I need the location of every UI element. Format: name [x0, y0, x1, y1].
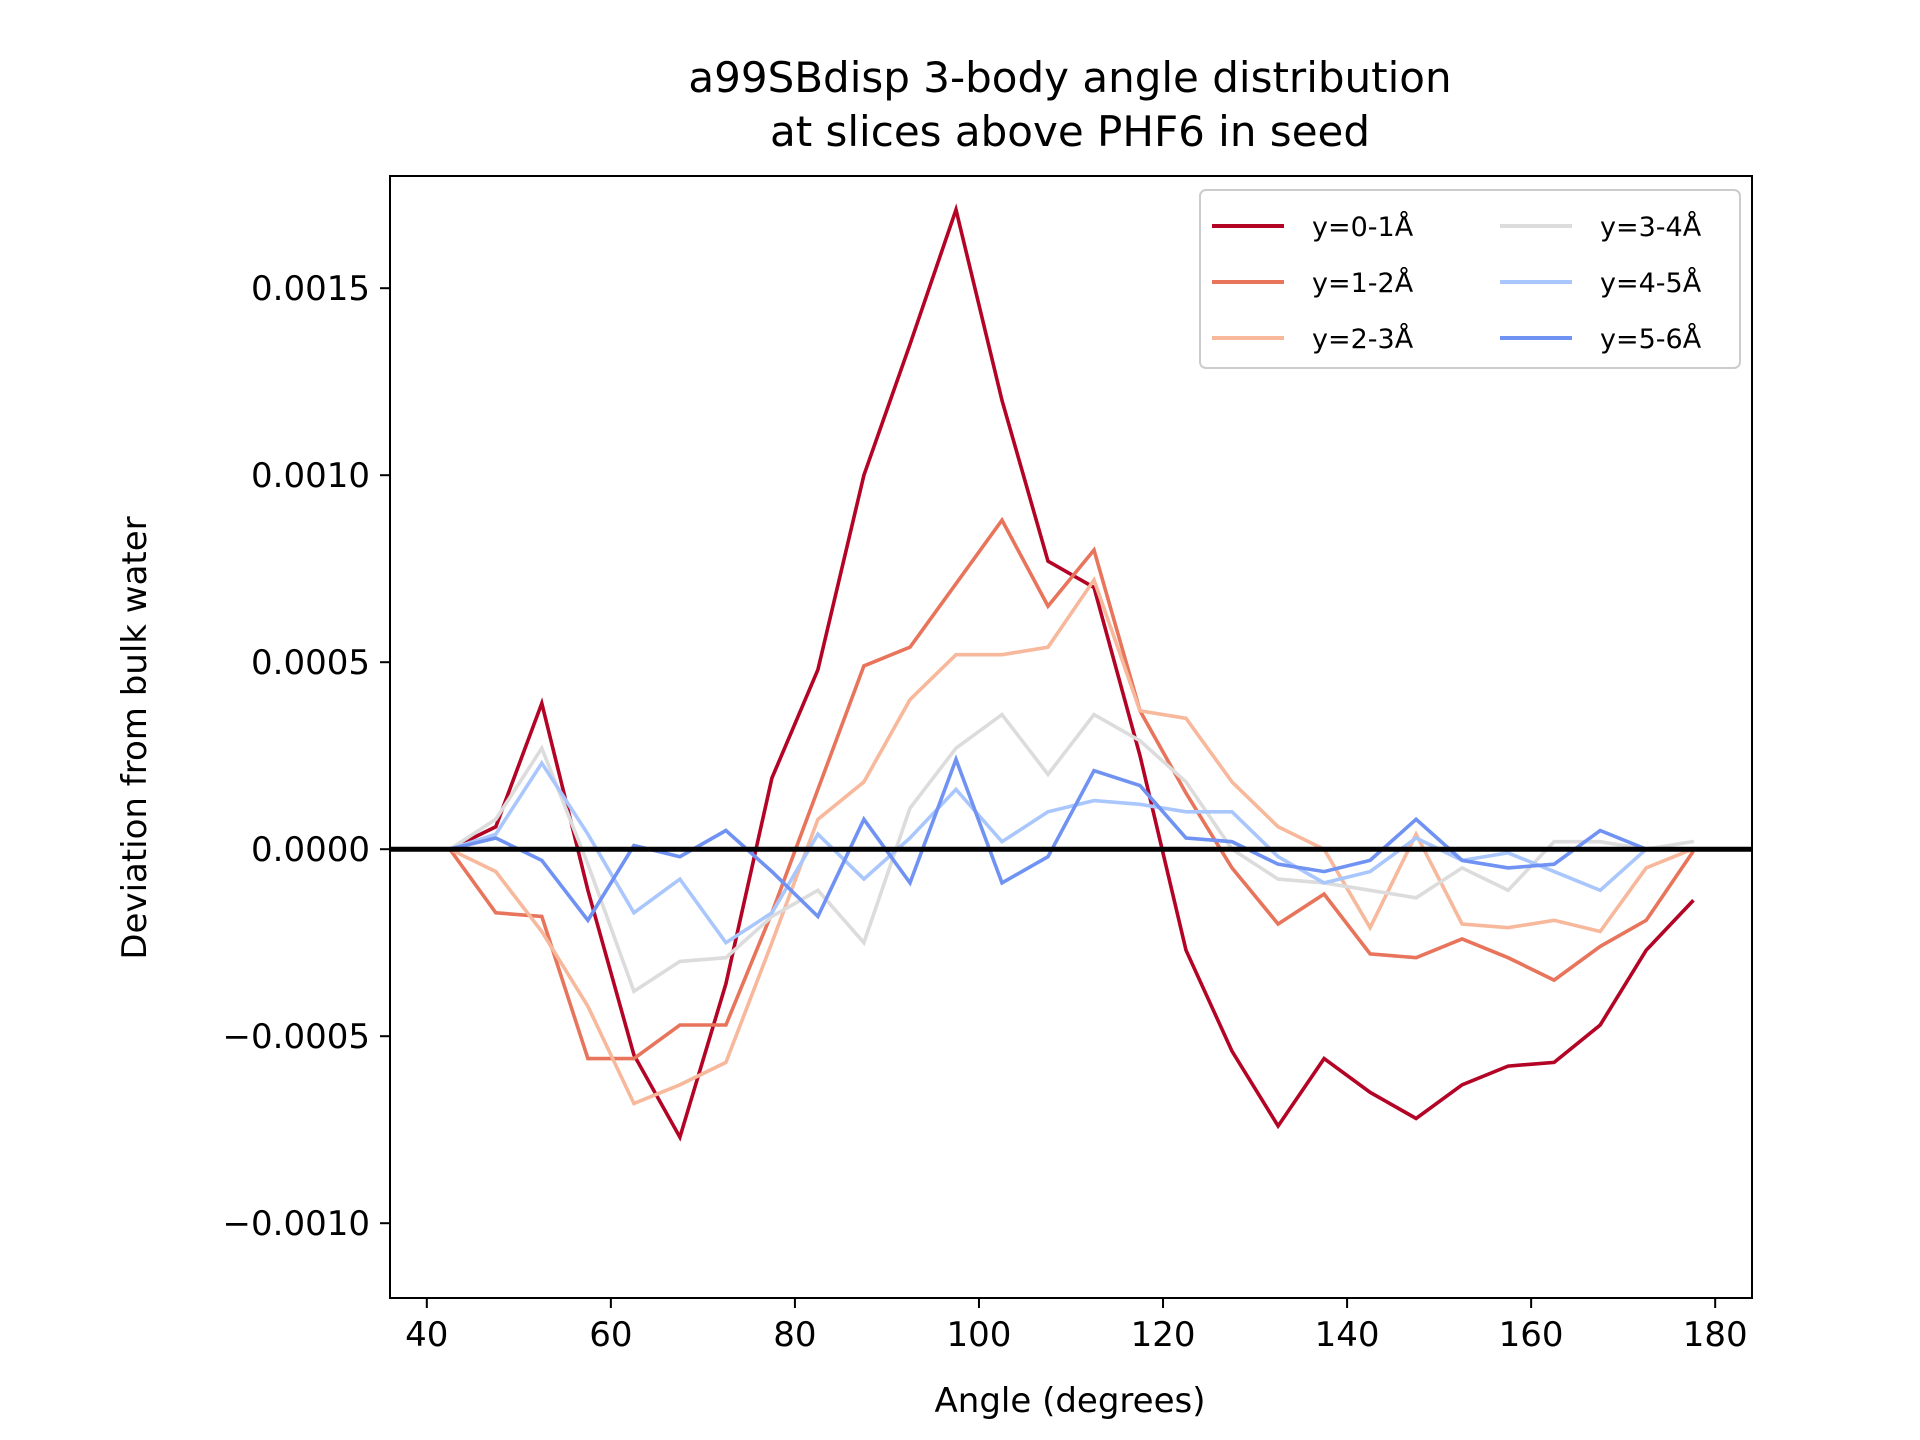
- y-tick-label: 0.0015: [251, 269, 370, 309]
- legend-label-6: y=5-6Å: [1600, 323, 1702, 355]
- y-axis-title: Deviation from bulk water: [115, 516, 155, 959]
- x-tick-label: 40: [405, 1315, 448, 1355]
- y-tick-label: 0.0010: [251, 456, 370, 496]
- y-tick-label: 0.0005: [251, 643, 370, 683]
- legend-label-2: y=1-2Å: [1312, 267, 1414, 299]
- series-line-2: [447, 516, 1695, 1061]
- x-tick-label: 80: [773, 1315, 816, 1355]
- series-line-4: [447, 712, 1695, 995]
- legend: y=0-1Å y=1-2Å y=2-3Å y=3-4Å y=4-5Å y=5-6Å: [1199, 189, 1741, 369]
- legend-label-5: y=4-5Å: [1600, 267, 1702, 299]
- series-lines: [390, 203, 1752, 1142]
- plot-frame: [389, 175, 1753, 1299]
- y-tick-label: −0.0010: [223, 1204, 370, 1244]
- legend-label-4: y=3-4Å: [1600, 211, 1702, 243]
- legend-label-1: y=0-1Å: [1312, 211, 1414, 243]
- x-tick-label: 160: [1499, 1315, 1564, 1355]
- legend-label-3: y=2-3Å: [1312, 323, 1414, 355]
- x-tick-label: 180: [1683, 1315, 1748, 1355]
- x-tick-label: 60: [589, 1315, 632, 1355]
- x-axis-title: Angle (degrees): [935, 1381, 1206, 1421]
- x-tick-label: 140: [1315, 1315, 1380, 1355]
- series-line-5: [447, 759, 1694, 946]
- legend-box: [1199, 189, 1741, 369]
- y-tick-label: −0.0005: [223, 1017, 370, 1057]
- y-tick-label: 0.0000: [251, 830, 370, 870]
- axes: 40 60 80 100 120 140 160 180 −0.0010 −0.0005 0.000…: [223, 175, 1753, 1355]
- x-tick-label: 120: [1131, 1315, 1196, 1355]
- series-line-3: [447, 575, 1695, 1106]
- x-tick-label: 100: [947, 1315, 1012, 1355]
- chart-title-line-1: a99SBdisp 3-body angle distribution: [688, 53, 1451, 102]
- chart-title-line-2: at slices above PHF6 in seed: [770, 107, 1370, 156]
